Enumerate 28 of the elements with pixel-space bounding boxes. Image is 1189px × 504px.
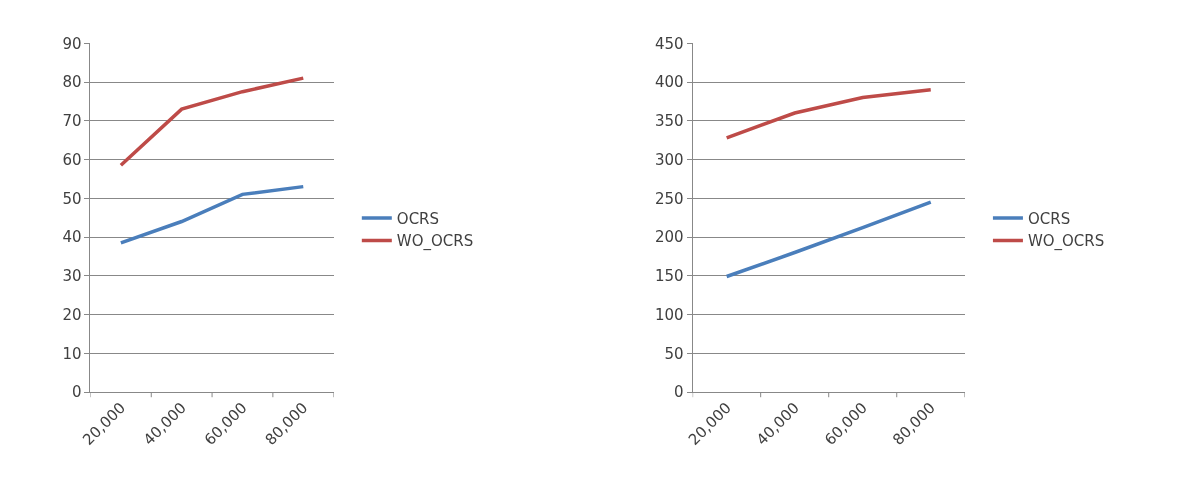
y-tick-label: 0 [674,383,684,402]
legend-label: OCRS [1027,209,1071,228]
y-tick-label: 300 [655,150,684,169]
y-tick-label: 20 [62,305,82,324]
y-tick-label: 450 [655,34,684,53]
y-tick-label: 80 [62,73,82,92]
line-series [724,200,933,279]
y-tick-label: 250 [655,189,684,208]
y-tick-label: 400 [655,73,684,92]
y-tick-label: 90 [62,34,82,53]
legend-label: WO_OCRS [1027,232,1105,252]
y-tick-label: 50 [664,344,684,363]
line-series [724,88,933,140]
y-tick-label: 50 [62,189,82,208]
y-tick-label: 10 [62,344,82,363]
legend-label: WO_OCRS [396,232,474,252]
y-tick-label: 40 [62,228,82,247]
line-series [119,184,306,245]
y-tick-label: 0 [71,383,82,402]
y-tick-label: 350 [655,112,684,130]
y-tick-label: 100 [655,305,684,324]
line-series [119,76,306,168]
y-tick-label: 30 [62,267,82,285]
y-tick-label: 70 [62,112,82,130]
y-tick-label: 60 [62,150,82,169]
y-tick-label: 150 [655,267,684,285]
y-tick-label: 200 [655,228,684,247]
legend-label: OCRS [396,209,440,228]
